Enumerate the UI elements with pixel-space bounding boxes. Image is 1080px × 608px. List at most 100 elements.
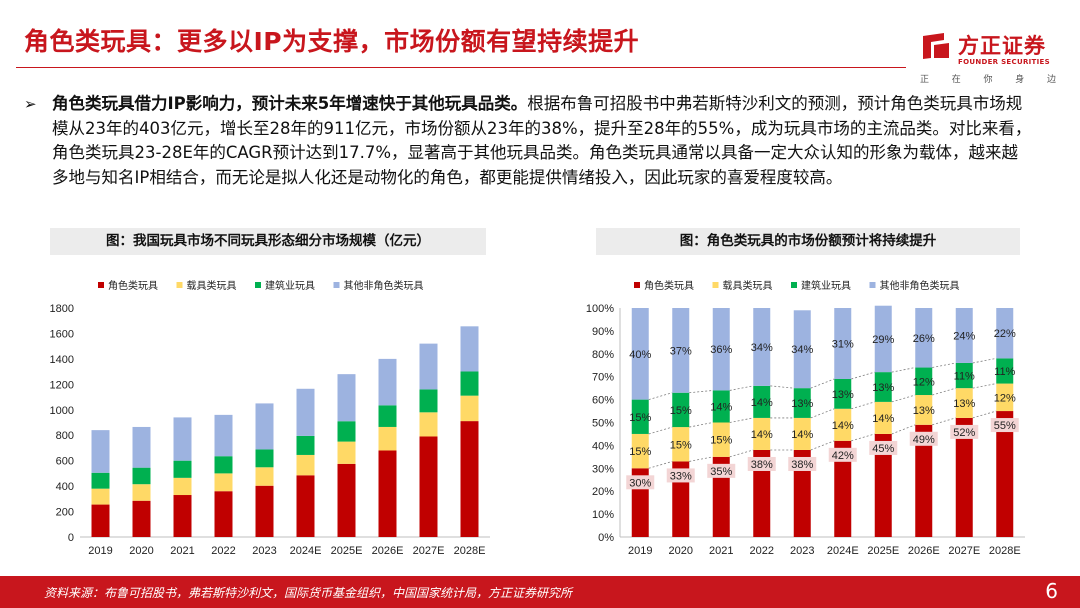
y-tick-label: 1600 [50, 328, 74, 340]
data-label: 22% [994, 328, 1016, 340]
bar-segment [834, 440, 852, 537]
bar-segment [337, 441, 356, 464]
bar-segment [793, 449, 811, 537]
data-label: 34% [791, 344, 813, 356]
footer-bar: 资料来源：布鲁可招股书，弗若斯特沙利文，国际货币基金组织，中国国家统计局，方正证… [0, 576, 1080, 608]
guide-line [851, 401, 875, 410]
page-title: 角色类玩具：更多以IP为支撑，市场份额有望持续提升 [24, 27, 640, 56]
x-tick-label: 2020 [129, 545, 153, 557]
data-label: 13% [913, 405, 935, 417]
bar-segment [955, 417, 973, 537]
bar-segment [460, 421, 479, 537]
data-label: 12% [913, 376, 935, 388]
y-tick-label: 1200 [50, 379, 74, 391]
y-tick-label: 10% [592, 509, 614, 521]
bar-segment [631, 308, 649, 400]
bar-segment [255, 467, 274, 486]
guide-line [932, 417, 956, 426]
bar-segment [419, 412, 438, 437]
logo-name-en: FOUNDER SECURITIES [958, 58, 1050, 66]
data-label: 13% [832, 389, 854, 401]
y-tick-label: 80% [592, 349, 614, 361]
bar-segment [132, 500, 151, 537]
y-tick-label: 50% [592, 418, 614, 430]
data-label: 14% [791, 429, 813, 441]
legend-swatch-3 [869, 282, 876, 288]
data-label: 34% [751, 342, 773, 354]
guide-line [810, 408, 835, 419]
page-number: 6 [1045, 579, 1058, 603]
data-label-bg [909, 431, 938, 446]
bar-segment [173, 495, 192, 537]
x-tick-label: 2019 [88, 545, 112, 557]
data-label: 14% [872, 413, 894, 425]
x-tick-label: 2021 [170, 545, 194, 557]
data-label: 29% [872, 334, 894, 346]
data-label: 55% [994, 420, 1016, 432]
x-tick-label: 2026E [908, 545, 940, 557]
data-label: 14% [751, 429, 773, 441]
bar-segment [631, 399, 649, 434]
x-tick-label: 2023 [790, 545, 814, 557]
data-label: 26% [913, 333, 935, 345]
bar-segment [793, 417, 811, 450]
slogan-char: 在 [951, 75, 961, 85]
data-label: 42% [832, 450, 854, 462]
legend-label-0: 角色类玩具 [108, 279, 158, 292]
guide-line [648, 392, 673, 400]
bar-segment [955, 362, 973, 389]
legend-swatch-2 [255, 282, 261, 288]
bar-segment [955, 308, 973, 363]
bar-segment [173, 477, 192, 496]
data-label: 15% [629, 446, 651, 458]
data-label: 14% [832, 420, 854, 432]
data-label: 13% [953, 398, 975, 410]
guide-line [770, 385, 794, 389]
bar-segment [915, 424, 933, 537]
bar-segment [419, 436, 438, 537]
bar-segment [712, 422, 730, 457]
y-tick-label: 1400 [50, 354, 74, 366]
bar-segment [255, 403, 274, 450]
data-label: 30% [629, 477, 651, 489]
guide-line [648, 461, 673, 469]
data-label-bg [788, 456, 817, 471]
bar-segment [91, 430, 110, 473]
guide-line [810, 378, 835, 389]
data-label: 38% [751, 459, 773, 471]
bar-segment [419, 343, 438, 390]
bar-segment [132, 426, 151, 468]
bar-segment [874, 305, 892, 373]
bar-segment [378, 426, 397, 451]
bar-segment [255, 485, 274, 537]
guide-line [972, 383, 997, 389]
charts-canvas: 角色类玩具 载具类玩具 建筑业玩具 其他非角色类玩具 0 200 400 600 800 1000… [50, 279, 1025, 557]
guide-line [689, 456, 713, 462]
bar-segment [337, 421, 356, 442]
x-tick-label: 2027E [948, 545, 980, 557]
guide-line [689, 390, 713, 394]
bar-segment [834, 378, 852, 409]
data-label: 38% [791, 459, 813, 471]
data-label: 37% [670, 345, 692, 357]
bar-segment [296, 435, 315, 455]
bar-segment [996, 358, 1014, 384]
data-label-bg [828, 447, 857, 462]
x-tick-label: 2024E [827, 545, 859, 557]
guide-line [972, 357, 997, 364]
bar-segment [214, 491, 233, 537]
guide-line [891, 367, 916, 373]
bar-segment [173, 417, 192, 461]
bar-segment [214, 456, 233, 474]
summary-paragraph: ➢ 角色类玩具借力IP影响力，预计未来5年增速快于其他玩具品类。根据布鲁可招股书… [24, 92, 1034, 190]
bar-segment [419, 389, 438, 413]
bar-segment [631, 433, 649, 469]
y-tick-label: 1800 [50, 303, 74, 315]
legend-swatch-0 [98, 282, 104, 288]
y-tick-label: 40% [592, 440, 614, 452]
bar-segment [753, 385, 771, 418]
guide-line [729, 385, 754, 391]
y-tick-label: 600 [56, 456, 74, 468]
bullet-arrow-icon: ➢ [24, 95, 37, 113]
data-label-bg [950, 424, 979, 439]
